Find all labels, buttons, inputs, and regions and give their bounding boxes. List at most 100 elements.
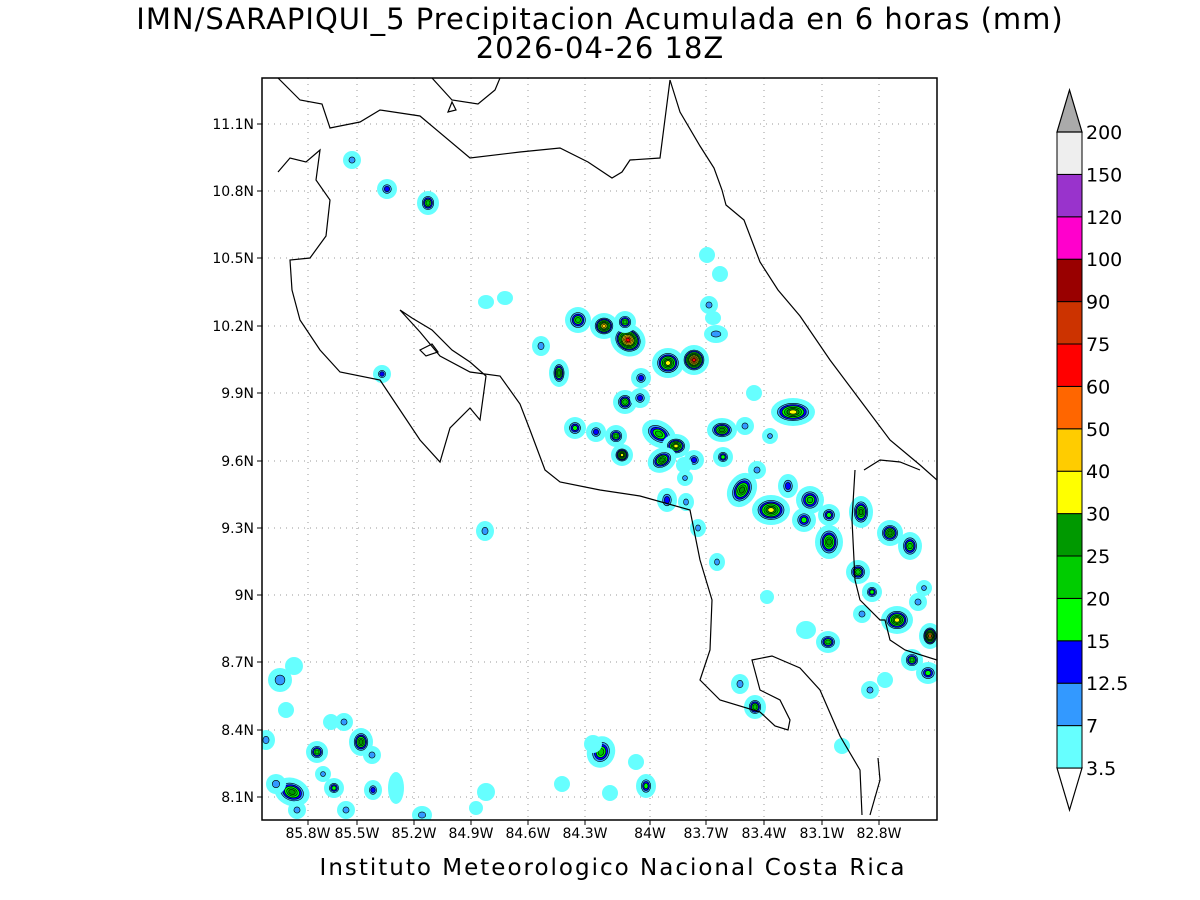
precipitation-cell (657, 488, 677, 512)
precipitation-contour (788, 409, 798, 415)
precipitation-contour (785, 482, 791, 490)
precipitation-contour (739, 486, 745, 494)
precipitation-contour (477, 783, 495, 801)
colorbar-box (1056, 216, 1083, 260)
precipitation-cell (704, 325, 728, 343)
precipitation-contour (602, 785, 618, 801)
precipitation-contour (712, 266, 728, 282)
precipitation-contour (746, 385, 762, 401)
x-tick-label: 85.5W (334, 826, 379, 842)
precipitation-contour (825, 639, 831, 645)
colorbar-label: 200 (1086, 122, 1122, 144)
coastline (277, 78, 937, 816)
precipitation-cell (586, 422, 606, 442)
precipitation-contour (379, 371, 385, 377)
precipitation-cell (285, 657, 303, 675)
colorbar-box (1056, 343, 1083, 387)
precipitation-contour (625, 337, 631, 343)
precipitation-cell (377, 179, 397, 199)
y-axis-ticks: 11.1N 10.8N 10.5N 10.2N 9.9N 9.6N 9.3N 9N 8.7N 8.… (212, 117, 262, 806)
precipitation-cell (731, 674, 749, 694)
precipitation-contour (834, 738, 850, 754)
precipitation-cell (288, 801, 306, 819)
x-tick-label: 82.8W (856, 826, 901, 842)
precipitation-contour (331, 785, 337, 791)
precipitation-contour (418, 811, 426, 819)
precipitation-cell (909, 593, 927, 611)
precipitation-contour (894, 617, 900, 623)
colorbar-label: 60 (1086, 376, 1110, 398)
precipitation-contour (705, 311, 721, 325)
precipitation-contour (593, 429, 599, 435)
precipitation-contour (753, 466, 761, 474)
precipitation-contour (924, 670, 932, 676)
map-grid (262, 78, 937, 820)
precipitation-contour (358, 739, 364, 745)
precipitation-contour (655, 430, 663, 438)
precipitation-contour (643, 782, 649, 790)
precipitation-contour (638, 375, 644, 381)
precipitation-cell (877, 520, 903, 546)
precipitation-contour (554, 776, 570, 792)
precipitation-contour (469, 801, 483, 815)
precipitation-cell (262, 730, 275, 750)
precipitation-cell (278, 702, 294, 718)
precipitation-cell (324, 778, 344, 798)
precipitation-contour (673, 444, 679, 448)
colorbar-box (1056, 470, 1083, 515)
precipitation-cell (760, 590, 774, 604)
precipitation-cell (590, 313, 618, 339)
precipitation-cell (678, 493, 694, 511)
precipitation-cell (636, 774, 656, 798)
precipitation-cell (862, 582, 882, 602)
precipitation-contour (557, 370, 561, 376)
precipitation-contour (425, 200, 431, 206)
precipitation-cell (713, 447, 733, 467)
precipitation-contour (388, 772, 404, 804)
precipitation-cell (746, 385, 762, 401)
precipitation-contour (584, 735, 602, 753)
precipitation-contour (866, 686, 874, 694)
colorbar-label: 3.5 (1086, 758, 1116, 780)
colorbar-upper-arrow (1056, 87, 1083, 133)
precipitation-contour (705, 301, 713, 309)
y-tick-label: 8.7N (221, 655, 254, 671)
precipitation-contour (736, 680, 744, 688)
x-tick-label: 84.9W (448, 826, 493, 842)
x-tick-label: 83.1W (799, 826, 844, 842)
precipitation-cell (266, 774, 286, 794)
colorbar-box (1056, 640, 1083, 684)
precipitation-cell (476, 521, 494, 541)
precipitation-cell (853, 605, 871, 623)
y-tick-label: 9.9N (221, 386, 254, 402)
precipitation-contour (752, 704, 758, 710)
x-tick-label: 83.7W (683, 826, 728, 842)
precipitation-cell (834, 738, 850, 754)
precipitation-cell (584, 735, 602, 753)
precipitation-cell (564, 417, 586, 439)
precipitation-cell (861, 681, 879, 699)
y-tick-label: 9N (235, 588, 254, 604)
precipitation-cell (846, 560, 870, 584)
precipitation-cell (676, 457, 692, 473)
precipitation-contour (481, 527, 489, 535)
precipitation-contour (907, 542, 913, 550)
precipitation-cell (818, 504, 840, 526)
colorbar-box (1056, 597, 1083, 642)
precipitation-contour (858, 610, 866, 618)
colorbar-label: 40 (1086, 461, 1110, 483)
precipitation-cell (565, 307, 591, 333)
coastline-segment (669, 79, 937, 481)
precipitation-contour (877, 672, 893, 688)
precipitation-contour (692, 358, 696, 362)
map-title: IMN/SARAPIQUI_5 Precipitacion Acumulada … (136, 2, 1064, 36)
precipitation-cell (916, 580, 932, 596)
precipitation-cell (647, 447, 677, 473)
colorbar-label: 100 (1086, 249, 1122, 271)
y-tick-label: 9.6N (221, 454, 254, 470)
precipitation-cell (614, 311, 636, 333)
precipitation-contour (741, 422, 749, 430)
y-tick-label: 9.3N (221, 521, 254, 537)
precipitation-contour (628, 754, 644, 770)
